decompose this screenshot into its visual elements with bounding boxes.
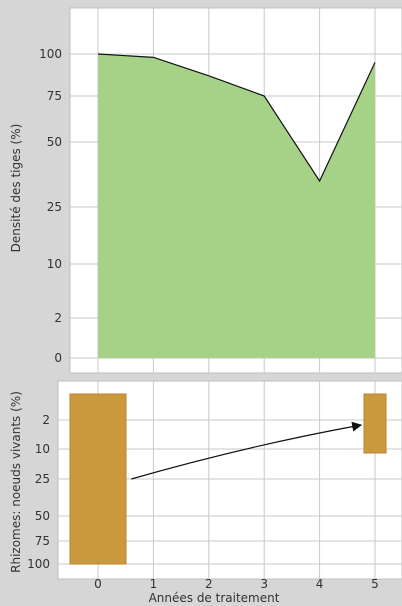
top-y-tick-3: 25 (47, 200, 62, 214)
bottom-x-tick-5: 5 (371, 577, 379, 591)
top-chart-panel: 0 2 10 25 50 75 100 Densité des tiges (%) (9, 7, 402, 374)
bottom-trend-arrow (131, 421, 363, 480)
bottom-bar-1 (363, 393, 387, 454)
bottom-y-tick-labels: 2 10 25 50 75 100 (27, 413, 50, 571)
bottom-y-tick-4: 75 (35, 534, 50, 548)
bottom-y-tick-2: 25 (35, 472, 50, 486)
top-y-tick-4: 50 (47, 135, 62, 149)
bottom-bars (69, 393, 387, 565)
bottom-x-tick-1: 1 (150, 577, 158, 591)
bottom-x-tick-labels: 0 1 2 3 4 5 (94, 577, 379, 591)
bottom-y-tick-1: 10 (35, 442, 50, 456)
top-y-tick-labels: 0 2 10 25 50 75 100 (39, 47, 62, 365)
top-area-series (98, 54, 375, 358)
top-y-tick-2: 10 (47, 257, 62, 271)
top-y-tick-1: 2 (54, 311, 62, 325)
bottom-y-axis-label: Rhizomes: noeuds vivants (%) (9, 391, 23, 573)
bottom-x-tick-4: 4 (316, 577, 324, 591)
bottom-y-tick-5: 100 (27, 557, 50, 571)
top-y-tick-6: 100 (39, 47, 62, 61)
bottom-y-tick-3: 50 (35, 509, 50, 523)
bottom-y-tick-0: 2 (42, 413, 50, 427)
bottom-x-tick-3: 3 (260, 577, 268, 591)
bottom-bar-0 (69, 393, 127, 565)
trend-arrow-0 (131, 421, 363, 480)
bottom-x-tick-0: 0 (94, 577, 102, 591)
top-y-tick-5: 75 (47, 89, 62, 103)
top-y-tick-0: 0 (54, 351, 62, 365)
bottom-x-axis-label: Années de traitement (149, 591, 280, 605)
bottom-chart-panel: 2 10 25 50 75 100 0 1 2 3 4 5 Rhizomes: noeuds viv… (9, 380, 402, 605)
bottom-x-tick-2: 2 (205, 577, 213, 591)
top-y-axis-label: Densité des tiges (%) (9, 124, 23, 253)
top-area-outline (97, 53, 376, 183)
